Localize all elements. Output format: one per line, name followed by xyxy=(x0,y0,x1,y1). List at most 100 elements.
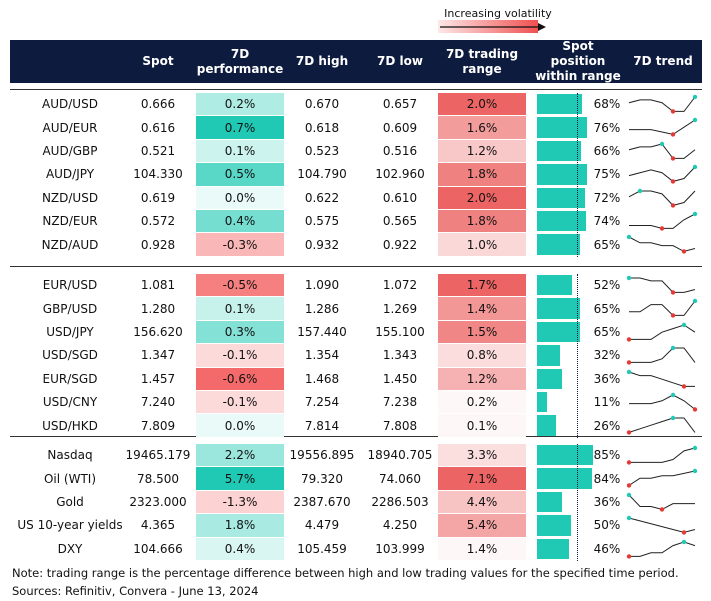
trend-max xyxy=(681,539,687,544)
trend-line xyxy=(628,371,695,387)
trend xyxy=(626,345,696,365)
trend xyxy=(626,322,696,342)
row-name: Gold xyxy=(56,494,84,509)
position-label: 66% xyxy=(593,143,621,158)
range-cell: 0.8% xyxy=(438,344,526,367)
header-cell: Spot position within range xyxy=(535,39,621,83)
spot: 1.081 xyxy=(140,278,176,293)
trend-min xyxy=(670,313,676,318)
trend-max xyxy=(692,118,698,123)
spot: 0.619 xyxy=(140,190,176,205)
header-cell: 7D high xyxy=(295,54,349,68)
position-label: 46% xyxy=(593,541,621,556)
spot: 0.572 xyxy=(140,214,176,229)
source: Sources: Refinitiv, Convera - June 13, 2… xyxy=(12,584,259,598)
trend-min xyxy=(670,132,676,137)
trend xyxy=(626,515,696,535)
spot: 104.330 xyxy=(133,167,183,182)
perf-cell: 0.7% xyxy=(196,116,284,139)
perf-cell: -0.1% xyxy=(196,344,284,367)
range-cell: 1.0% xyxy=(438,233,526,256)
trend-min xyxy=(670,202,676,208)
row-name: GBP/USD xyxy=(42,301,98,316)
low: 0.610 xyxy=(382,190,418,205)
position-bar xyxy=(537,538,569,559)
high: 0.618 xyxy=(304,120,340,135)
high: 1.286 xyxy=(304,301,340,316)
row-name: EUR/SGD xyxy=(42,371,98,386)
low: 0.565 xyxy=(382,214,418,229)
trend xyxy=(629,118,698,137)
trend-min xyxy=(626,553,632,559)
range-cell: 1.2% xyxy=(438,367,526,390)
trend-line xyxy=(628,470,696,487)
trend-line xyxy=(629,447,696,463)
perf-cell: 0.1% xyxy=(196,139,284,163)
position-bar xyxy=(537,491,563,513)
trend-line xyxy=(629,347,696,364)
trend xyxy=(629,392,698,412)
spot: 1.457 xyxy=(140,371,176,386)
trend xyxy=(626,469,698,488)
position-label: 68% xyxy=(593,97,621,112)
low: 1.343 xyxy=(382,348,418,363)
perf-cell: 5.7% xyxy=(196,467,284,490)
spot: 78.500 xyxy=(137,471,179,486)
trend-line xyxy=(628,166,696,183)
low: 2286.503 xyxy=(371,494,429,509)
range-cell: 7.1% xyxy=(438,467,526,490)
range-cell: 1.7% xyxy=(438,274,526,297)
perf-cell: 0.0% xyxy=(196,414,284,437)
range-cell: 1.2% xyxy=(438,139,526,163)
perf-cell: 0.4% xyxy=(196,537,284,560)
low: 0.657 xyxy=(382,97,418,112)
trend-max xyxy=(681,322,687,327)
trend-max xyxy=(626,275,632,281)
position-label: 26% xyxy=(593,418,621,433)
perf-cell: -0.3% xyxy=(196,233,284,256)
trend-line xyxy=(628,190,696,206)
spot: 7.809 xyxy=(140,418,176,433)
trend xyxy=(628,141,696,161)
high: 2387.670 xyxy=(293,494,351,509)
spot: 4.365 xyxy=(140,518,176,533)
row-name: Nasdaq xyxy=(47,448,93,463)
low: 4.250 xyxy=(382,518,418,533)
spot: 0.928 xyxy=(140,237,176,252)
trend xyxy=(626,416,696,435)
position-label: 75% xyxy=(593,167,621,182)
position-bar xyxy=(537,345,560,366)
trend-max xyxy=(692,211,698,217)
position-bar xyxy=(537,515,571,536)
high: 1.090 xyxy=(304,278,340,293)
trend-line xyxy=(629,394,696,410)
trend-min xyxy=(670,109,676,114)
trend-line xyxy=(629,541,696,557)
trend xyxy=(626,369,695,389)
low: 102.960 xyxy=(375,167,425,182)
header-cell: 7D trend xyxy=(633,54,693,68)
trend-max xyxy=(670,345,676,351)
spot: 0.521 xyxy=(140,143,176,158)
row-name: AUD/JPY xyxy=(45,167,95,182)
range-cell: 1.5% xyxy=(438,320,526,344)
high: 157.440 xyxy=(297,324,347,339)
trend-min xyxy=(659,506,665,512)
header-cell: 7D low xyxy=(377,54,423,68)
header-cell: 7D performance xyxy=(196,46,284,76)
low: 103.999 xyxy=(375,541,425,556)
position-bar xyxy=(537,415,557,436)
volatility-arrow xyxy=(438,20,546,33)
range-cell: 4.4% xyxy=(438,490,526,514)
position-bar xyxy=(537,211,586,232)
position-bar xyxy=(537,445,593,466)
high: 4.479 xyxy=(304,518,340,533)
range-cell: 5.4% xyxy=(438,514,526,537)
trend-max xyxy=(692,445,698,451)
low: 74.060 xyxy=(379,471,421,486)
perf-cell: 0.3% xyxy=(196,320,284,344)
spot: 0.666 xyxy=(140,97,176,112)
position-bar xyxy=(537,117,588,138)
trend-line xyxy=(629,324,696,340)
trend-min xyxy=(626,360,632,365)
